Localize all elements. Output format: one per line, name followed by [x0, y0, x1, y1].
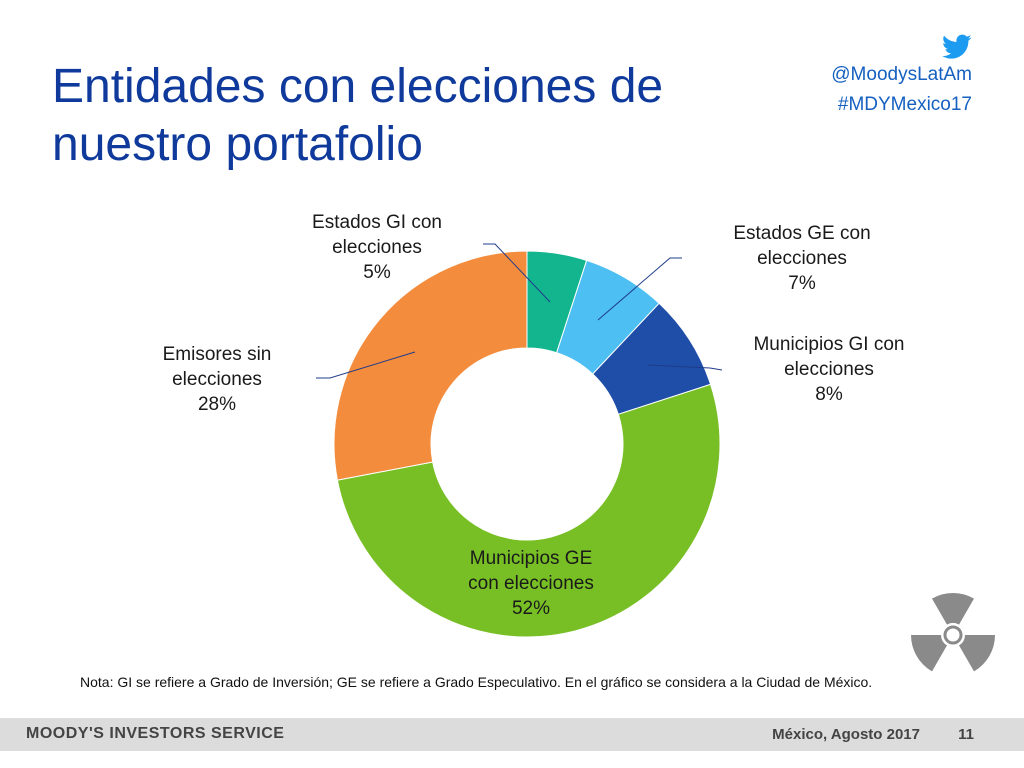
radiation-blade	[932, 593, 974, 625]
radiation-blade	[959, 635, 995, 672]
slice-label: Emisores sin elecciones 28%	[163, 344, 272, 415]
hashtag[interactable]: #MDYMexico17	[837, 94, 972, 115]
donut-slice	[333, 250, 528, 481]
slide-title: Entidades con elecciones de nuestro port…	[52, 60, 664, 171]
radiation-symbol-icon	[911, 593, 995, 672]
slice-label: Estados GI con elecciones 5%	[312, 212, 442, 283]
slice-label: Municipios GI con elecciones 8%	[753, 334, 904, 405]
footnote: Nota: GI se refiere a Grado de Inversión…	[80, 674, 873, 690]
page-number: 11	[958, 726, 974, 743]
radiation-blade	[911, 635, 947, 672]
donut-slice	[336, 383, 721, 638]
donut-chart: Estados GI con elecciones 5% Estados GE con…	[163, 212, 905, 638]
radiation-center	[943, 625, 963, 645]
twitter-bird-icon	[942, 34, 972, 59]
leader-line	[316, 351, 416, 379]
footer-bar: MOODY'S INVESTORS SERVICE México, Agosto…	[0, 718, 1024, 751]
social-block: @MoodysLatAm #MDYMexico17	[831, 34, 972, 120]
twitter-handle[interactable]: @MoodysLatAm	[831, 64, 972, 85]
chart-slices	[333, 250, 721, 638]
footer-brand: MOODY'S INVESTORS SERVICE	[26, 725, 285, 742]
slice-label: Estados GE con elecciones 7%	[733, 223, 870, 294]
leader-line	[647, 364, 723, 371]
leader-line	[597, 257, 682, 321]
chart-leader-lines	[316, 243, 723, 379]
footer-date: México, Agosto 2017	[772, 726, 920, 743]
chart-labels: Estados GI con elecciones 5% Estados GE con…	[163, 212, 905, 619]
leader-line	[483, 243, 551, 303]
slice-label: Municipios GE con elecciones 52%	[468, 548, 594, 619]
